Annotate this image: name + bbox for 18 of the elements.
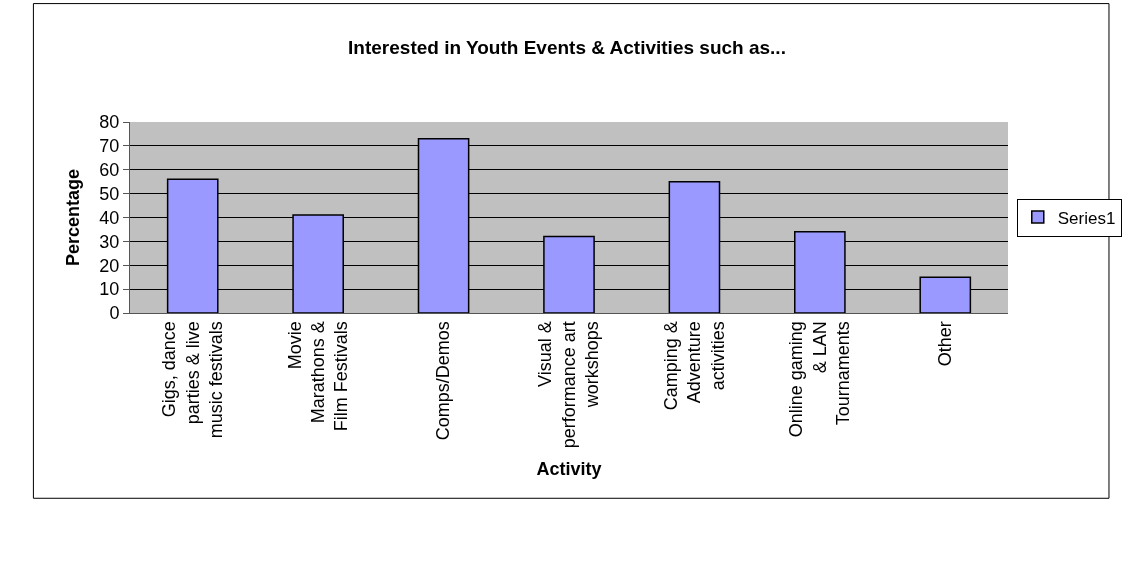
y-tick-label: 20	[99, 255, 120, 276]
y-tick-label: 0	[109, 303, 120, 324]
y-tick-label: 30	[99, 231, 120, 252]
y-tick-label: 70	[99, 136, 120, 157]
x-axis-title: Activity	[536, 459, 602, 480]
x-tick-label: Other	[935, 321, 956, 367]
x-tick-label: Gigs, dance parties & live music festivals	[159, 321, 226, 439]
y-tick-label: 60	[99, 160, 120, 181]
x-tick-label: Comps/Demos	[433, 321, 454, 441]
y-tick-label: 40	[99, 207, 120, 228]
legend-label: Series1	[1057, 208, 1116, 228]
y-tick-label: 80	[99, 112, 120, 133]
y-tick-label: 10	[99, 279, 120, 300]
y-tick-label: 50	[99, 183, 120, 204]
x-tick-label: Visual & performance art workshops	[535, 321, 603, 449]
chart-title: Interested in Youth Events & Activities such as...	[348, 37, 786, 59]
y-axis-title: Percentage	[62, 168, 83, 267]
x-tick-label: Camping & Adventure activities	[660, 321, 728, 411]
